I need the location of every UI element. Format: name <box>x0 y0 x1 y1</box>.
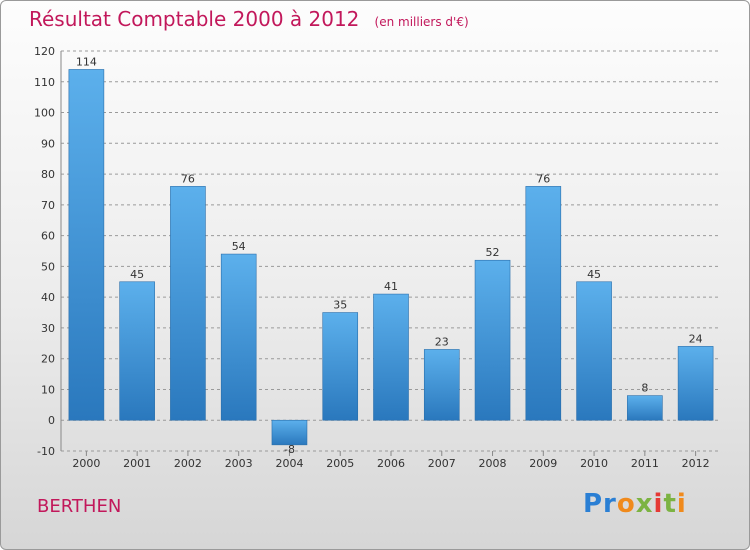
y-tick-label: 0 <box>48 414 55 427</box>
data-label-2011: 8 <box>641 382 648 395</box>
data-label-2012: 24 <box>689 332 703 345</box>
x-tick-label: 2009 <box>529 457 557 470</box>
y-tick-label: 30 <box>41 322 55 335</box>
data-label-2010: 45 <box>587 268 601 281</box>
data-label-2008: 52 <box>486 246 500 259</box>
y-tick-label: 110 <box>34 76 55 89</box>
data-label-2002: 76 <box>181 172 195 185</box>
x-tick-label: 2007 <box>428 457 456 470</box>
data-label-2006: 41 <box>384 280 398 293</box>
x-tick-label: 2012 <box>682 457 710 470</box>
x-tick-label: 2003 <box>225 457 253 470</box>
x-tick-label: 2005 <box>326 457 354 470</box>
chart-unit: (en milliers d'€) <box>374 15 469 29</box>
x-tick-label: 2000 <box>72 457 100 470</box>
x-tick-label: 2006 <box>377 457 405 470</box>
y-tick-label: 50 <box>41 260 55 273</box>
y-tick-label: 100 <box>34 107 55 120</box>
x-tick-label: 2011 <box>631 457 659 470</box>
bar-2003 <box>220 253 257 421</box>
data-label-2004: -8 <box>284 443 295 456</box>
y-tick-label: 70 <box>41 199 55 212</box>
bar-2011 <box>627 395 663 421</box>
proxiti-logo: Proxiti <box>583 489 687 519</box>
bar-2000 <box>68 69 105 421</box>
y-tick-label: 80 <box>41 168 55 181</box>
bar-2010 <box>576 281 612 421</box>
y-tick-label: 120 <box>34 45 55 58</box>
place-name: BERTHEN <box>37 496 122 517</box>
bar-2005 <box>322 312 359 421</box>
x-tick-label: 2002 <box>174 457 202 470</box>
data-label-2001: 45 <box>130 268 144 281</box>
y-tick-label: 60 <box>41 230 55 243</box>
x-tick-label: 2008 <box>479 457 507 470</box>
x-tick-label: 2010 <box>580 457 608 470</box>
bar-2001 <box>119 281 155 421</box>
bar-2009 <box>525 186 562 421</box>
y-tick-label: -10 <box>37 445 55 458</box>
x-tick-label: 2001 <box>123 457 151 470</box>
chart-title: Résultat Comptable 2000 à 2012 <box>29 7 360 31</box>
y-tick-label: 90 <box>41 137 55 150</box>
bar-2006 <box>373 293 409 421</box>
data-label-2005: 35 <box>333 299 347 312</box>
y-tick-label: 20 <box>41 353 55 366</box>
y-tick-label: 10 <box>41 383 55 396</box>
y-tick-label: 40 <box>41 291 55 304</box>
data-label-2003: 54 <box>232 240 246 253</box>
data-label-2000: 114 <box>76 55 97 68</box>
data-label-2007: 23 <box>435 335 449 348</box>
bar-2002 <box>170 186 206 421</box>
bar-2012 <box>677 346 714 421</box>
bar-2004 <box>271 419 308 446</box>
title-row: Résultat Comptable 2000 à 2012 (en milli… <box>29 7 469 31</box>
x-tick-label: 2004 <box>275 457 303 470</box>
data-label-2009: 76 <box>536 172 550 185</box>
bar-2007 <box>423 349 460 421</box>
bar-2008 <box>474 259 511 421</box>
